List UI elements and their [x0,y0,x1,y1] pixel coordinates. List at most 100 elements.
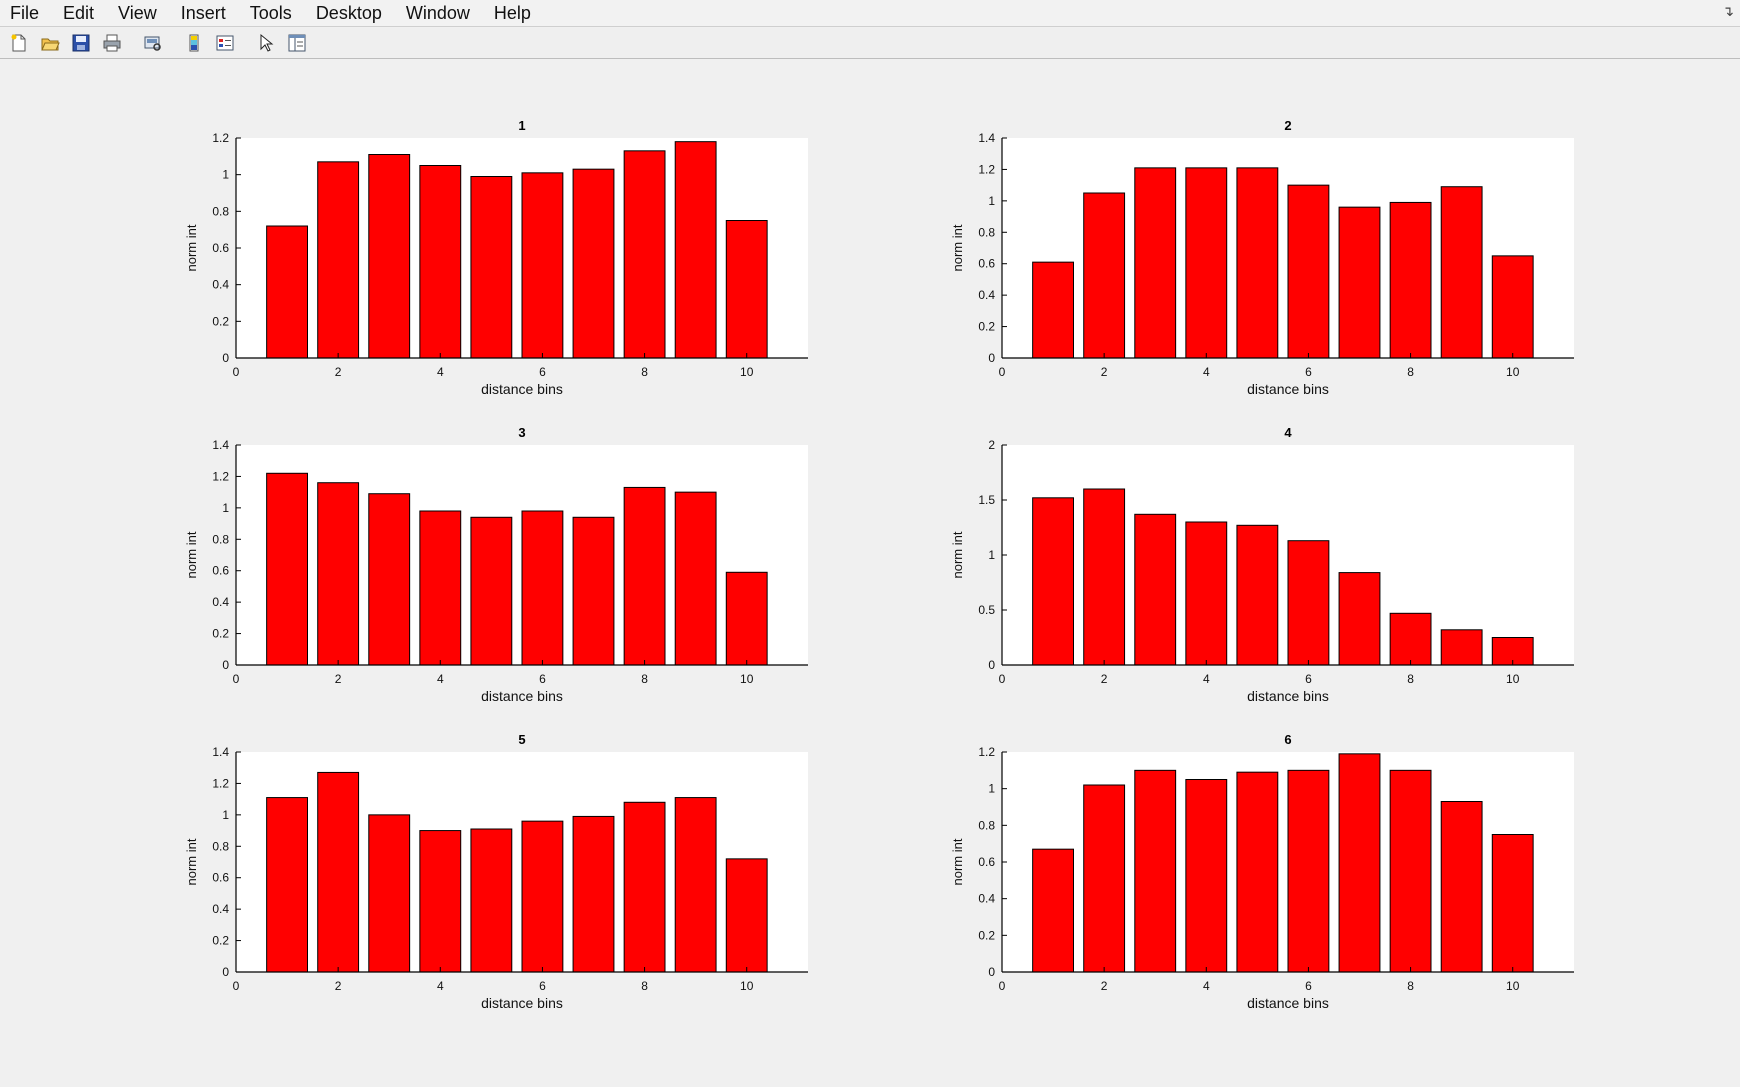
bar [521,510,564,666]
menu-tools[interactable]: Tools [249,3,292,23]
y-tick-label: 0.8 [212,839,229,853]
print-icon[interactable] [100,31,124,55]
y-tick-label: 0.8 [212,532,229,546]
menu-insert[interactable]: Insert [180,3,226,23]
print-preview-icon[interactable] [141,31,165,55]
x-axis-label: distance bins [1247,995,1329,1011]
bar [266,472,308,666]
new-figure-icon[interactable] [7,31,31,55]
y-axis-label: norm int [950,838,965,885]
subplot-1: 0 0.2 0.4 0.6 0.8 1 1.2 0 2 4 6 8 10 1 distance bins no… [184,118,808,397]
y-tick-label: 0.6 [978,855,995,869]
menu-file[interactable]: File [10,3,40,23]
x-tick-label: 8 [1407,979,1414,993]
y-axis-label: norm int [184,838,199,885]
y-tick-label: 1 [988,782,995,796]
dock-arrow-icon[interactable]: ↴ [1722,3,1734,19]
bar [317,161,360,359]
x-tick-label: 8 [641,979,648,993]
bar [1236,167,1279,359]
bar [1338,753,1381,973]
menu-help[interactable]: Help [493,3,531,23]
bar [1236,771,1279,973]
y-tick-label: 0.4 [212,902,229,916]
bar [1338,572,1381,666]
bar [1134,769,1177,973]
x-tick-label: 8 [641,365,648,379]
y-tick-label: 0 [988,351,995,365]
x-axis-label: distance bins [1247,381,1329,397]
y-tick-label: 1 [988,194,995,208]
subplot-4: 0 0.5 1 1.5 2 0 2 4 6 8 10 4 distance bins norm int [950,425,1574,704]
bar [572,168,615,359]
bar [1185,521,1228,666]
bar [1083,192,1126,359]
menu-window[interactable]: Window [405,3,470,23]
y-tick-label: 0.4 [212,278,229,292]
y-tick-label: 0 [222,658,229,672]
bar [1440,801,1483,973]
x-tick-label: 0 [999,365,1006,379]
save-icon[interactable] [69,31,93,55]
bar [674,491,717,666]
bar [368,814,411,973]
bar [1338,206,1381,359]
x-tick-label: 0 [999,979,1006,993]
menu-edit[interactable]: Edit [63,3,95,23]
y-tick-label: 0.6 [978,257,995,271]
subplot-title: 3 [518,425,525,440]
y-tick-label: 0 [988,965,995,979]
y-tick-label: 1.4 [978,131,995,145]
edit-plot-arrow-icon[interactable] [254,31,278,55]
bar [1032,848,1074,973]
y-tick-label: 0.4 [978,288,995,302]
y-tick-label: 0.6 [212,241,229,255]
y-tick-label: 1 [988,548,995,562]
bar [1491,834,1534,973]
bar [1083,784,1126,973]
bar [725,220,768,359]
bar [1236,524,1279,666]
x-tick-label: 8 [1407,365,1414,379]
property-inspector-icon[interactable] [285,31,309,55]
x-tick-label: 8 [641,672,648,686]
y-tick-label: 0 [222,351,229,365]
bar [470,828,513,973]
menu-view[interactable]: View [118,3,157,23]
subplot-3: 0 0.2 0.4 0.6 0.8 1 1.2 1.4 0 2 4 6 8 10 3 distance bin… [184,425,808,704]
bar [725,858,768,973]
bar [623,801,666,973]
y-tick-label: 0 [222,965,229,979]
y-tick-label: 0.2 [212,627,229,641]
x-tick-label: 10 [740,979,754,993]
open-file-icon[interactable] [38,31,62,55]
legend-icon[interactable] [213,31,237,55]
y-tick-label: 1.2 [212,776,229,790]
bar [1287,184,1330,359]
x-tick-label: 6 [539,979,546,993]
subplot-6: 0 0.2 0.4 0.6 0.8 1 1.2 0 2 4 6 8 10 6 distance bins no… [950,732,1574,1011]
x-tick-label: 0 [233,672,240,686]
colorbar-icon[interactable] [182,31,206,55]
y-tick-label: 1 [222,808,229,822]
bar [1440,186,1483,359]
y-tick-label: 0.2 [212,314,229,328]
x-tick-label: 6 [539,672,546,686]
y-tick-label: 1.4 [212,438,229,452]
y-tick-label: 1.2 [212,131,229,145]
bar [1389,201,1432,359]
x-tick-label: 0 [233,979,240,993]
bar [1032,261,1074,359]
bar [1134,513,1177,666]
y-tick-label: 0 [988,658,995,672]
y-tick-label: 0.8 [978,225,995,239]
x-tick-label: 2 [335,979,342,993]
bar [521,820,564,973]
bar [419,830,462,973]
y-tick-label: 1.2 [978,162,995,176]
menu-desktop[interactable]: Desktop [315,3,382,23]
x-tick-label: 10 [740,672,754,686]
bar [572,516,615,666]
bar [419,510,462,666]
